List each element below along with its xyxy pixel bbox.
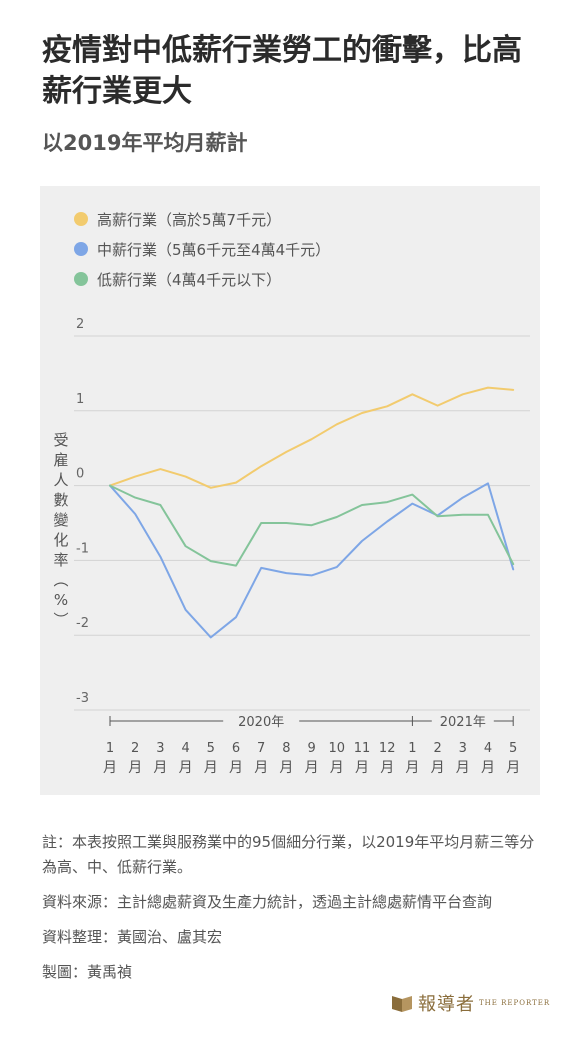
x-tick-label: 4 bbox=[484, 741, 492, 756]
x-tick-label: 10 bbox=[329, 741, 346, 756]
legend-label-low: 低薪行業（4萬4千元以下） bbox=[97, 270, 282, 289]
legend-label-high: 高薪行業（高於5萬7千元） bbox=[97, 210, 282, 229]
x-tick-unit: 月 bbox=[380, 760, 394, 776]
y-axis-label-char: 受 bbox=[53, 431, 69, 449]
x-tick-unit: 月 bbox=[405, 760, 419, 776]
legend-swatch-low bbox=[74, 272, 88, 286]
x-tick-label: 2 bbox=[131, 741, 139, 756]
chart-subtitle: 以2019年平均月薪計 bbox=[42, 131, 248, 155]
chart-title: 疫情對中低薪行業勞工的衝擊，比高薪行業更大 bbox=[42, 33, 522, 109]
y-tick-label: -2 bbox=[76, 616, 89, 631]
series-line-high bbox=[109, 386, 515, 489]
y-axis-label-char: 人 bbox=[53, 471, 69, 489]
y-axis-label-char: 數 bbox=[53, 491, 69, 509]
x-tick-label: 1 bbox=[408, 741, 416, 756]
x-tick-unit: 月 bbox=[330, 760, 344, 776]
y-tick-label: 2 bbox=[76, 317, 84, 332]
x-tick-unit: 月 bbox=[204, 760, 218, 776]
y-tick-label: -1 bbox=[76, 541, 89, 556]
year-label-2021: 2021年 bbox=[440, 715, 486, 730]
y-axis-label-char: 變 bbox=[53, 511, 69, 529]
y-axis-label-char: 雇 bbox=[53, 451, 69, 469]
x-tick-label: 11 bbox=[354, 741, 371, 756]
x-tick-label: 6 bbox=[232, 741, 240, 756]
y-tick-label: 1 bbox=[76, 392, 84, 407]
x-tick-label: 12 bbox=[379, 741, 396, 756]
y-tick-label: 0 bbox=[76, 467, 84, 482]
x-tick-unit: 月 bbox=[103, 760, 117, 776]
logo-name-en: THE REPORTER bbox=[479, 998, 551, 1007]
note-source: 資料來源：主計總處薪資及生產力統計，透過主計總處薪情平台查詢 bbox=[42, 893, 493, 911]
legend: 高薪行業（高於5萬7千元） 中薪行業（5萬6千元至4萬4千元） 低薪行業（4萬4… bbox=[74, 204, 330, 294]
footnotes: 註：本表按照工業與服務業中的95個細分行業，以2019年平均月薪三等分為高、中、… bbox=[42, 830, 542, 995]
x-tick-unit: 月 bbox=[305, 760, 319, 776]
x-tick-unit: 月 bbox=[254, 760, 268, 776]
x-tick-unit: 月 bbox=[355, 760, 369, 776]
chart-panel: 高薪行業（高於5萬7千元） 中薪行業（5萬6千元至4萬4千元） 低薪行業（4萬4… bbox=[40, 186, 540, 795]
y-axis-label-char: ︵ bbox=[53, 571, 69, 589]
y-axis-label: 受雇人數變化率 ︵% ︶ bbox=[50, 430, 72, 630]
y-axis-label-char: 化 bbox=[53, 531, 69, 549]
note-method: 註：本表按照工業與服務業中的95個細分行業，以2019年平均月薪三等分為高、中、… bbox=[42, 833, 535, 876]
x-tick-unit: 月 bbox=[481, 760, 495, 776]
y-axis-label-char: ︶ bbox=[53, 611, 69, 629]
legend-item-low: 低薪行業（4萬4千元以下） bbox=[74, 264, 330, 294]
series-line-low bbox=[109, 484, 515, 567]
x-tick-label: 5 bbox=[509, 741, 517, 756]
series-line-mid bbox=[109, 482, 515, 639]
legend-item-high: 高薪行業（高於5萬7千元） bbox=[74, 204, 330, 234]
y-tick-label: -3 bbox=[76, 691, 89, 706]
x-tick-unit: 月 bbox=[128, 760, 142, 776]
legend-swatch-mid bbox=[74, 242, 88, 256]
x-tick-unit: 月 bbox=[456, 760, 470, 776]
legend-label-mid: 中薪行業（5萬6千元至4萬4千元） bbox=[97, 240, 331, 259]
x-tick-label: 8 bbox=[282, 741, 290, 756]
logo-name: 報導者 bbox=[418, 994, 475, 1015]
x-tick-label: 9 bbox=[307, 741, 315, 756]
x-tick-label: 5 bbox=[207, 741, 215, 756]
x-tick-label: 1 bbox=[106, 741, 114, 756]
x-tick-unit: 月 bbox=[431, 760, 445, 776]
x-tick-label: 4 bbox=[181, 741, 189, 756]
logo-book-icon bbox=[392, 996, 412, 1012]
note-compiled-by: 資料整理：黃國治、盧其宏 bbox=[42, 928, 223, 946]
x-tick-unit: 月 bbox=[179, 760, 193, 776]
x-tick-label: 7 bbox=[257, 741, 265, 756]
x-tick-label: 2 bbox=[433, 741, 441, 756]
x-tick-label: 3 bbox=[459, 741, 467, 756]
note-graphic-by: 製圖：黃禹禎 bbox=[42, 963, 133, 981]
x-tick-unit: 月 bbox=[279, 760, 293, 776]
publisher-logo: 報導者 THE REPORTER bbox=[392, 990, 550, 1016]
x-tick-unit: 月 bbox=[506, 760, 520, 776]
year-label-2020: 2020年 bbox=[238, 715, 284, 730]
x-tick-unit: 月 bbox=[229, 760, 243, 776]
legend-swatch-high bbox=[74, 212, 88, 226]
x-tick-label: 3 bbox=[156, 741, 164, 756]
y-axis-label-char: 率 bbox=[53, 551, 69, 569]
x-tick-unit: 月 bbox=[153, 760, 167, 776]
legend-item-mid: 中薪行業（5萬6千元至4萬4千元） bbox=[74, 234, 330, 264]
y-axis-label-char: % bbox=[53, 591, 69, 609]
